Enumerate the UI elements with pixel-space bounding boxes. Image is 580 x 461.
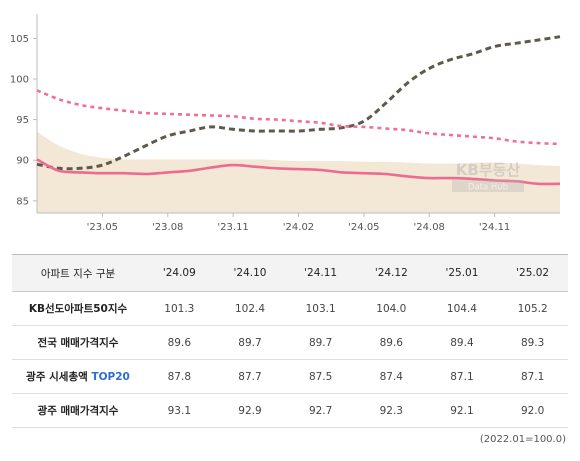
y-tick-label: 95 — [16, 115, 29, 126]
table-header-month: '25.01 — [426, 254, 498, 292]
y-tick-label: 100 — [10, 74, 29, 85]
y-tick-label: 105 — [10, 34, 29, 45]
table-cell: 92.3 — [355, 393, 427, 428]
row-label: 광주 매매가격지수 — [12, 393, 144, 428]
table-cell: 87.1 — [426, 359, 498, 394]
watermark-subtitle: Data Hub — [468, 183, 508, 193]
index-table: 아파트 지수 구분 '24.09 '24.10 '24.11 '24.12 '2… — [12, 254, 568, 428]
table-cell: 105.2 — [497, 291, 568, 326]
table-cell: 92.0 — [497, 393, 568, 428]
table-cell: 89.3 — [497, 325, 568, 360]
table-cell: 87.7 — [214, 359, 286, 394]
table-cell: 104.0 — [355, 291, 427, 326]
table-cell: 89.7 — [214, 325, 286, 360]
row-label: KB선도아파트50지수 — [12, 291, 144, 326]
x-tick-label: '24.08 — [414, 222, 445, 233]
watermark: KB부동산 Data Hub — [452, 161, 524, 193]
table-header-month: '24.09 — [144, 254, 215, 292]
table-cell: 93.1 — [144, 393, 215, 428]
table-cell: 87.8 — [144, 359, 215, 394]
table-cell: 89.4 — [426, 325, 498, 360]
x-tick-label: '24.05 — [348, 222, 379, 233]
table-header-row: 아파트 지수 구분 '24.09 '24.10 '24.11 '24.12 '2… — [12, 254, 568, 292]
table-cell: 89.7 — [285, 325, 356, 360]
table-row: 광주 시세총액 TOP20 87.8 87.7 87.5 87.4 87.1 8… — [12, 359, 568, 394]
table-row: 전국 매매가격지수 89.6 89.7 89.7 89.6 89.4 89.3 — [12, 325, 568, 360]
watermark-title: KB부동산 — [456, 161, 521, 179]
table-cell: 104.4 — [426, 291, 498, 326]
table-cell: 87.4 — [355, 359, 427, 394]
table-header-category: 아파트 지수 구분 — [12, 254, 144, 292]
table-cell: 87.1 — [497, 359, 568, 394]
x-tick-label: '24.11 — [479, 222, 510, 233]
table-cell: 102.4 — [214, 291, 286, 326]
table-header-month: '25.02 — [497, 254, 568, 292]
table-cell: 92.9 — [214, 393, 286, 428]
series-layer — [36, 35, 561, 186]
row-label-text: 광주 시세총액 — [26, 371, 92, 383]
table-cell: 92.1 — [426, 393, 498, 428]
table-cell: 89.6 — [144, 325, 215, 360]
row-label: 전국 매매가격지수 — [12, 325, 144, 360]
table-header-month: '24.11 — [285, 254, 356, 292]
table-row: KB선도아파트50지수 101.3 102.4 103.1 104.0 104.… — [12, 291, 568, 326]
series-line-kb50 — [36, 35, 561, 171]
x-tick-label: '23.05 — [87, 222, 118, 233]
x-tick-label: '24.02 — [283, 222, 314, 233]
x-tick-label: '23.11 — [217, 222, 248, 233]
row-label-highlight: TOP20 — [91, 371, 130, 383]
table-row: 광주 매매가격지수 93.1 92.9 92.7 92.3 92.1 92.0 — [12, 393, 568, 428]
index-line-chart: KB부동산 Data Hub 85 90 95 100 105 '23.05 '23.08 '… — [10, 14, 561, 233]
table-cell: 101.3 — [144, 291, 215, 326]
table-header-month: '24.12 — [355, 254, 427, 292]
row-label: 광주 시세총액 TOP20 — [12, 359, 144, 394]
x-tick-label: '23.08 — [152, 222, 183, 233]
base-note: (2022.01=100.0) — [479, 434, 566, 445]
ticks-layer: 85 90 95 100 105 '23.05 '23.08 '23.11 '24.02 '24.… — [10, 34, 510, 233]
table-cell: 92.7 — [285, 393, 356, 428]
table-cell: 87.5 — [285, 359, 356, 394]
y-tick-label: 85 — [16, 196, 29, 207]
table-header-month: '24.10 — [214, 254, 286, 292]
series-area-national — [37, 131, 560, 213]
y-tick-label: 90 — [16, 156, 29, 167]
table-cell: 89.6 — [355, 325, 427, 360]
series-line-gwangju-index — [36, 89, 561, 146]
area-layer — [37, 131, 560, 213]
series-line-gwangju-top20 — [36, 158, 561, 186]
table-cell: 103.1 — [285, 291, 356, 326]
